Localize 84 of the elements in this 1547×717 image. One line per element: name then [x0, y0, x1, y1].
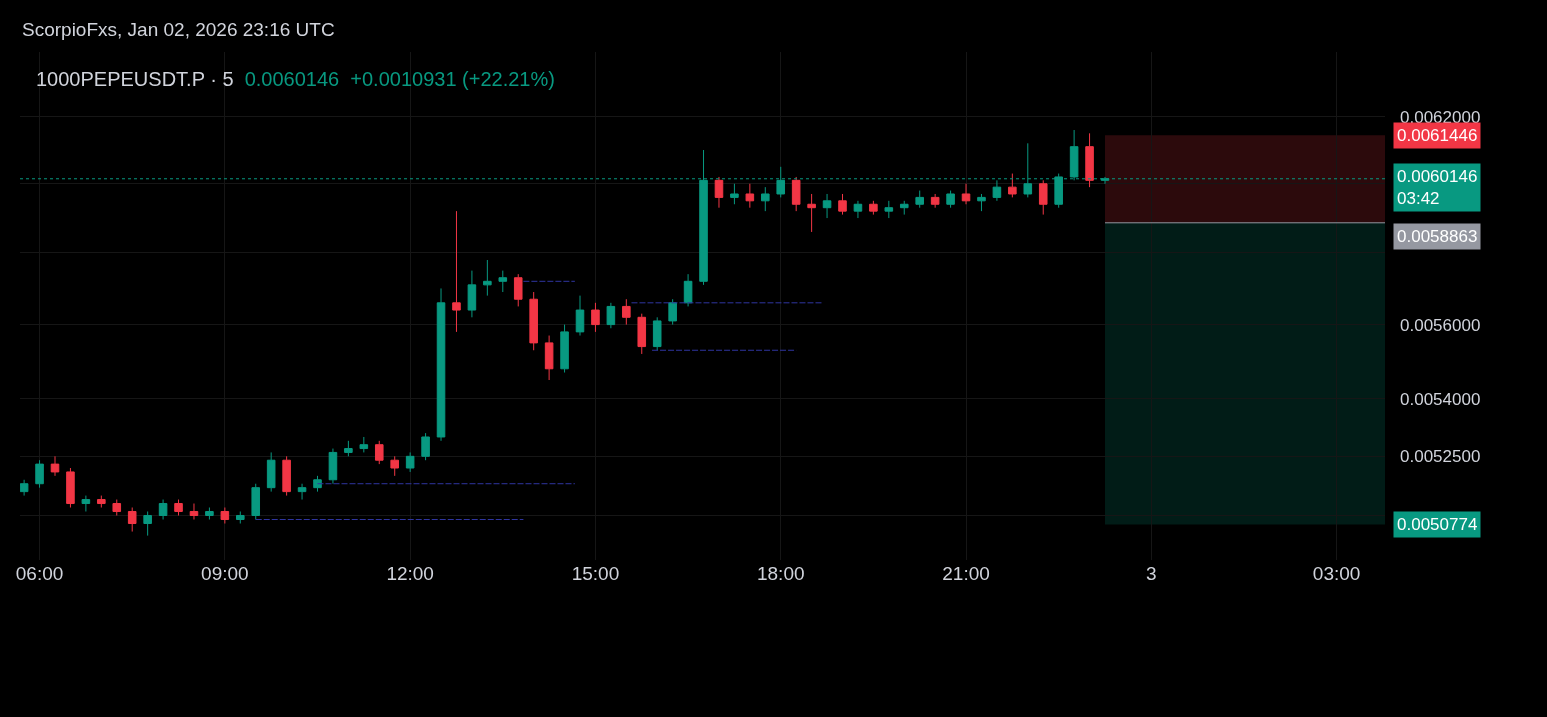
candlestick — [853, 200, 863, 219]
candlestick — [668, 298, 677, 326]
candlestick — [297, 483, 307, 501]
candlestick — [652, 316, 662, 351]
x-tick-label: 3 — [1146, 563, 1157, 584]
candlestick — [220, 507, 230, 525]
candlestick — [251, 483, 261, 520]
y-tick-label: 0.0052500 — [1400, 447, 1481, 467]
candlestick — [575, 295, 585, 337]
x-tick-label: 06:00 — [15, 563, 64, 584]
candlestick — [236, 510, 245, 525]
candlestick — [127, 507, 137, 533]
candlestick — [807, 193, 816, 233]
candlestick — [977, 193, 986, 212]
candlestick — [791, 176, 801, 212]
candlestick — [730, 183, 739, 205]
candlestick — [498, 270, 508, 293]
candlestick — [544, 335, 554, 381]
band-label: 0.0050774 — [1397, 515, 1478, 534]
candlestick — [467, 270, 477, 318]
candlestick — [158, 499, 168, 520]
text: 0.0060146 +0.0010931 (+22.21%) — [244, 68, 555, 90]
candlestick — [143, 510, 152, 537]
candlestick — [344, 440, 353, 457]
x-tick-label: 21:00 — [942, 563, 990, 584]
text: ScorpioFxs, Jan 02, 2026 23:16 UTC — [22, 19, 335, 40]
candlestick — [1085, 132, 1094, 188]
candlestick — [1008, 173, 1017, 198]
candlestick — [745, 183, 755, 209]
candlestick — [390, 455, 399, 477]
candlestick — [266, 451, 276, 493]
candlestick — [1038, 179, 1048, 216]
x-tick-label: 18:00 — [756, 563, 805, 584]
candlestick — [761, 186, 770, 212]
y-tick-label: 0.0056000 — [1400, 315, 1481, 335]
candlestick — [20, 479, 29, 497]
x-tick-label: 09:00 — [201, 563, 249, 584]
candlestick — [174, 499, 183, 516]
candlestick — [81, 495, 91, 512]
candlestick — [869, 200, 878, 216]
candlestick — [529, 291, 538, 351]
candlestick — [112, 499, 122, 516]
candlestick — [452, 210, 461, 333]
y-tick-label: 0.0062000 — [1400, 107, 1481, 127]
ref-line-label: 0.0058863 — [1397, 227, 1478, 246]
candlestick — [637, 313, 647, 355]
x-tick-label: 03:00 — [1312, 563, 1361, 584]
candlestick — [421, 432, 430, 461]
candlestick — [992, 179, 1002, 202]
candlestick — [822, 193, 832, 219]
candlestick — [930, 193, 940, 209]
candlestick — [282, 455, 291, 497]
x-tick-label: 12:00 — [386, 563, 434, 584]
candlestick — [35, 459, 44, 489]
candlestick — [189, 503, 199, 520]
text: 1000PEPEUSDT.P · 5 — [36, 68, 234, 90]
candlestick — [359, 436, 369, 453]
candlestick — [50, 455, 60, 477]
x-tick-label: 15:00 — [571, 563, 620, 584]
band-label: 0.0061446 — [1397, 126, 1478, 145]
candlestick — [714, 176, 724, 209]
ref-line-label: 0.0060146 03:42 — [1397, 167, 1478, 209]
candlestick — [915, 190, 924, 209]
candlestick — [838, 193, 847, 216]
candlestick — [622, 298, 631, 326]
y-tick-label: 0.0054000 — [1400, 389, 1481, 409]
candlestick — [606, 302, 616, 329]
candlestick — [97, 495, 106, 508]
candlestick — [899, 200, 909, 216]
candlestick — [328, 448, 338, 485]
candlestick — [374, 440, 384, 465]
candlestick — [513, 273, 523, 307]
candlestick — [483, 259, 492, 297]
candlestick — [66, 467, 75, 508]
candlestick — [946, 190, 955, 209]
candlestick — [683, 273, 693, 307]
candlestick — [560, 324, 569, 374]
candlestick — [436, 287, 446, 442]
candlestick — [591, 302, 600, 333]
candlestick — [313, 475, 322, 493]
candlestick — [961, 183, 971, 205]
candlestick — [884, 200, 894, 219]
candlestick — [205, 507, 214, 520]
candlestick — [405, 451, 415, 473]
